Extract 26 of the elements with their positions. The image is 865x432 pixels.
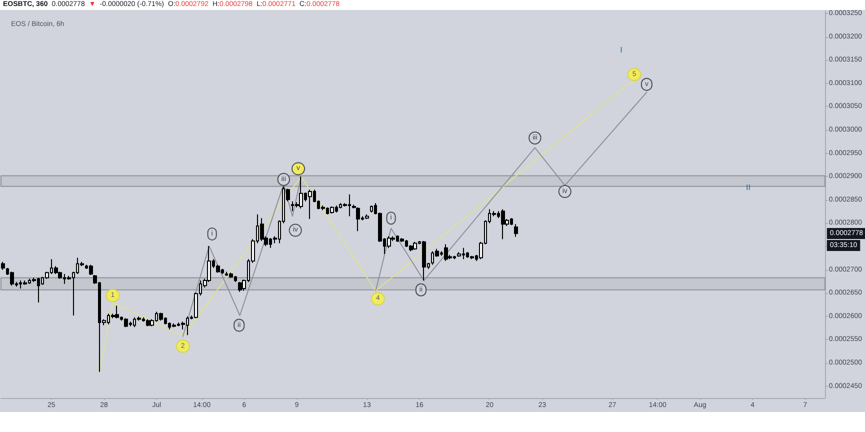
candlestick: [23, 280, 27, 286]
candlestick: [1, 261, 5, 270]
candlestick: [514, 224, 518, 238]
candlestick: [229, 272, 233, 278]
candlestick: [470, 255, 474, 260]
candlestick: [501, 208, 505, 240]
candlestick: [413, 241, 417, 250]
candlestick: [299, 176, 303, 209]
candlestick: [330, 206, 334, 214]
candlestick: [146, 318, 150, 327]
candlestick: [10, 271, 14, 286]
candlestick: [457, 252, 461, 258]
candlestick: [159, 312, 163, 322]
candlestick: [115, 305, 119, 319]
annotation: I: [620, 46, 622, 55]
annotation: II: [746, 182, 750, 192]
candlestick: [124, 318, 128, 328]
candlestick: [370, 205, 373, 214]
candlestick: [89, 264, 93, 276]
candlestick: [356, 206, 360, 232]
candlestick: [444, 244, 448, 262]
candlestick: [365, 214, 369, 220]
candlestick: [238, 281, 242, 292]
candlestick: [308, 189, 312, 220]
candlestick: [172, 322, 176, 328]
candlestick: [422, 240, 426, 282]
